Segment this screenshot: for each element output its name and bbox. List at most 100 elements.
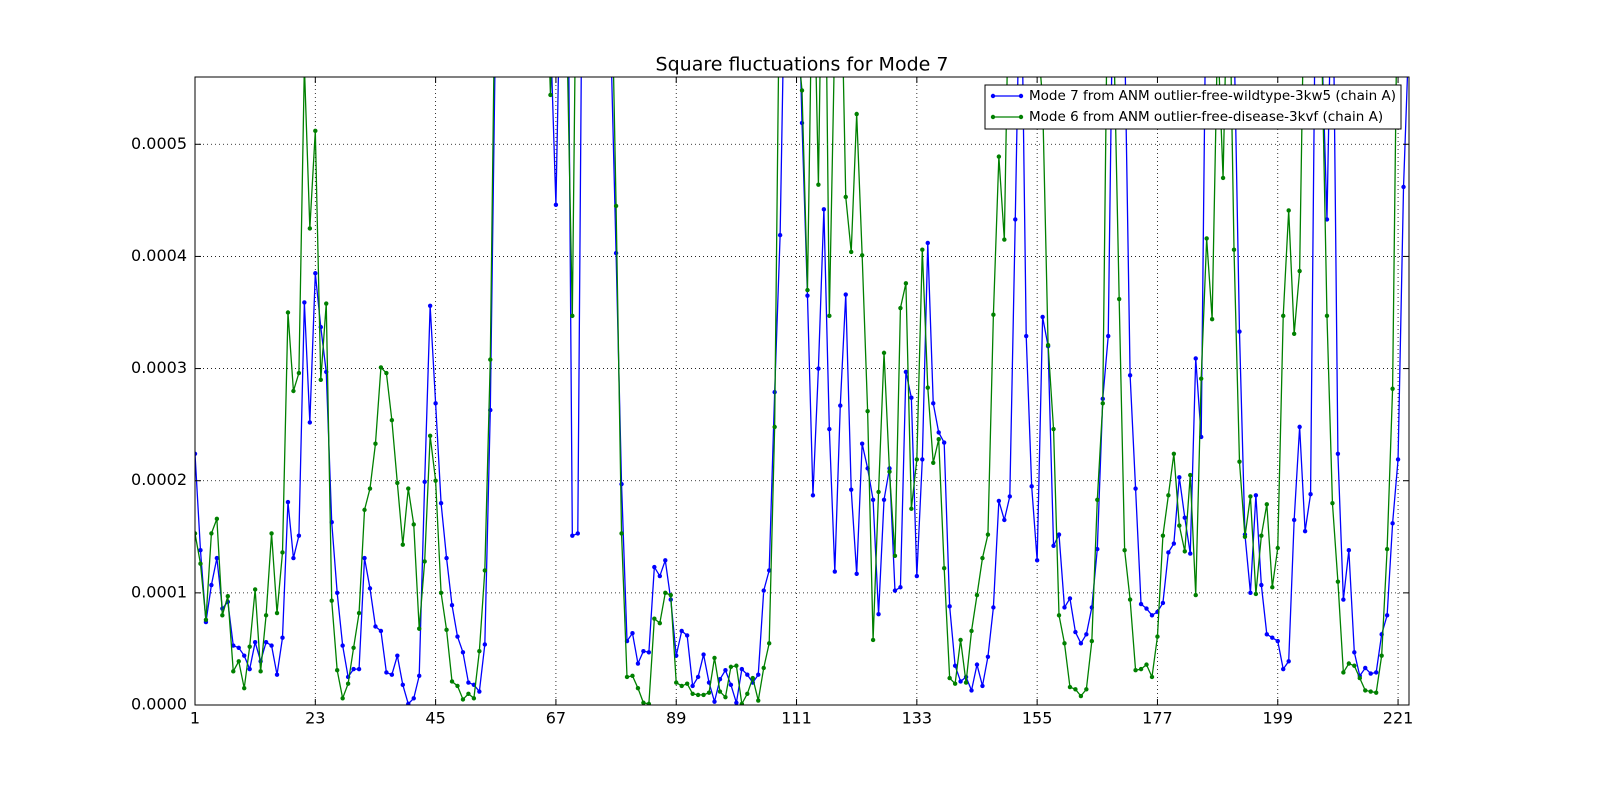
data-point xyxy=(209,531,214,536)
data-point xyxy=(1100,401,1105,406)
legend-marker xyxy=(1018,114,1024,120)
legend-marker xyxy=(990,93,996,99)
data-point xyxy=(1357,675,1362,681)
data-point xyxy=(974,662,980,667)
data-point xyxy=(548,92,553,98)
data-point xyxy=(195,531,198,536)
data-point xyxy=(340,696,345,701)
data-point xyxy=(1390,521,1395,526)
x-tick-label: 45 xyxy=(425,709,445,728)
data-point xyxy=(1056,613,1062,618)
data-point xyxy=(1286,208,1291,213)
data-point xyxy=(1013,217,1018,222)
data-point xyxy=(695,674,701,680)
data-point xyxy=(1160,600,1166,606)
data-point xyxy=(1078,641,1084,646)
data-point xyxy=(1095,497,1100,502)
data-point xyxy=(1363,665,1368,671)
data-point xyxy=(1188,472,1193,478)
data-point xyxy=(1002,237,1007,242)
data-point xyxy=(1248,494,1253,499)
data-point xyxy=(427,433,433,439)
data-point xyxy=(570,313,575,319)
y-tick-label: 0.0001 xyxy=(131,582,187,601)
data-point xyxy=(378,365,384,370)
data-point xyxy=(816,366,821,371)
data-point xyxy=(362,555,367,561)
data-point xyxy=(1182,515,1187,520)
data-point xyxy=(1127,373,1133,378)
data-point xyxy=(356,610,362,616)
y-tick-label: 0.0003 xyxy=(131,358,187,377)
data-point xyxy=(471,696,477,701)
data-point xyxy=(969,628,974,634)
data-point xyxy=(679,628,684,634)
data-point xyxy=(969,688,974,693)
data-point xyxy=(766,568,772,573)
data-point xyxy=(931,460,936,465)
data-point xyxy=(909,506,914,511)
axes-frame xyxy=(194,76,1410,706)
data-point xyxy=(460,650,466,655)
data-point xyxy=(980,683,985,689)
data-point xyxy=(231,643,236,648)
plot-area xyxy=(195,77,1409,705)
data-point xyxy=(1204,236,1209,241)
chart-title: Square fluctuations for Mode 7 xyxy=(656,54,949,76)
data-point xyxy=(985,654,991,659)
data-point xyxy=(345,681,351,686)
data-point xyxy=(1341,597,1346,602)
x-tick-label: 89 xyxy=(666,709,686,728)
data-point xyxy=(761,588,766,593)
data-point xyxy=(1335,579,1341,584)
data-point xyxy=(1335,451,1341,456)
data-point xyxy=(821,207,827,212)
data-point xyxy=(1138,601,1144,607)
data-point xyxy=(1149,613,1155,618)
y-tick-label: 0.0002 xyxy=(131,470,187,489)
data-point xyxy=(854,571,859,576)
data-point xyxy=(920,247,925,252)
data-point xyxy=(1177,475,1182,480)
data-point xyxy=(411,522,416,527)
legend-marker xyxy=(1018,93,1024,99)
data-point xyxy=(756,698,761,703)
data-point xyxy=(739,666,745,672)
data-point xyxy=(652,564,657,570)
data-point xyxy=(630,631,635,636)
data-point xyxy=(553,202,559,208)
data-point xyxy=(849,249,854,255)
data-point xyxy=(1368,689,1373,694)
data-point xyxy=(624,674,630,680)
data-point xyxy=(236,659,241,664)
data-point xyxy=(1242,534,1248,539)
data-point xyxy=(477,689,482,694)
data-point xyxy=(980,555,985,561)
data-point xyxy=(1051,426,1056,432)
data-point xyxy=(1324,217,1330,222)
data-point xyxy=(247,666,252,672)
data-point xyxy=(477,648,482,654)
data-point xyxy=(455,634,460,639)
data-point xyxy=(291,388,296,394)
data-point xyxy=(941,440,947,445)
data-point xyxy=(1166,550,1171,555)
data-point xyxy=(1341,670,1346,675)
data-point xyxy=(958,679,963,684)
data-point xyxy=(690,683,695,689)
data-point xyxy=(849,487,854,492)
data-point xyxy=(1297,268,1302,274)
data-point xyxy=(1127,597,1133,602)
data-point xyxy=(1040,314,1045,320)
data-point xyxy=(892,553,898,559)
data-point xyxy=(1067,596,1073,601)
data-point xyxy=(313,128,318,134)
data-point xyxy=(832,569,838,574)
data-point xyxy=(482,568,488,573)
data-point xyxy=(761,665,766,671)
data-point xyxy=(1171,541,1177,546)
data-point xyxy=(641,648,646,654)
data-point xyxy=(373,624,378,629)
data-point xyxy=(745,691,750,696)
